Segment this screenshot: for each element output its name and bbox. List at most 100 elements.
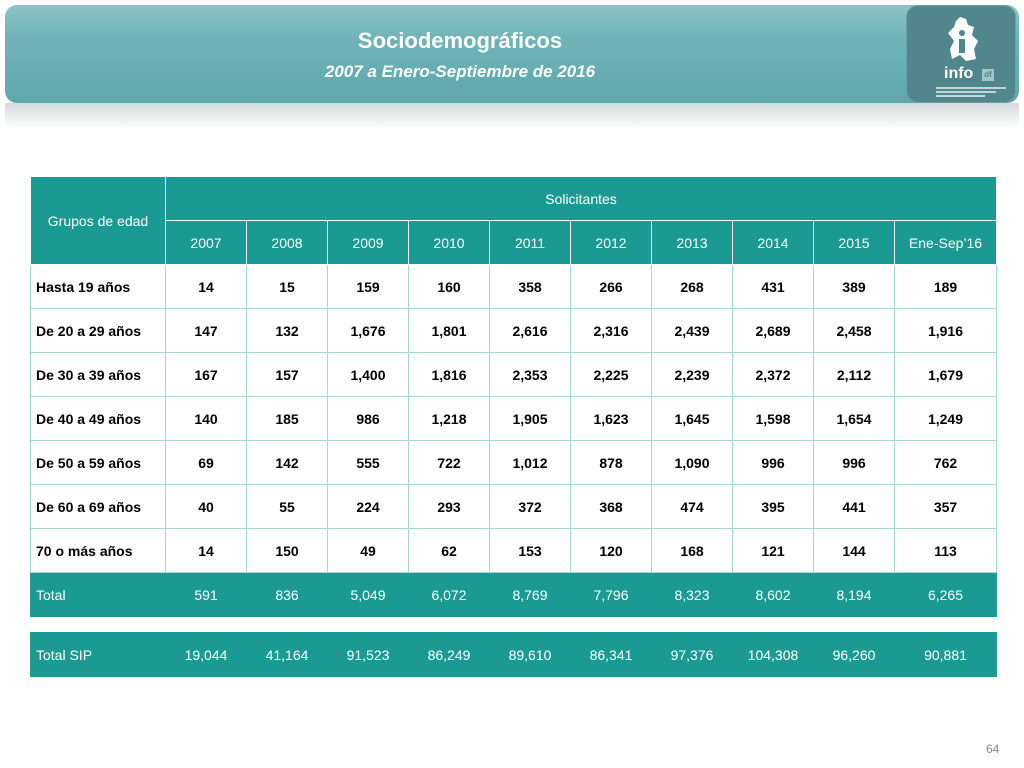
table-row: De 60 a 69 años 40 55 224 293 372 368 474 395 441…: [30, 484, 997, 529]
table-cell: 89,610: [489, 632, 571, 677]
table-row: Hasta 19 años 14 15 159 160 358 266 268 431 389 18…: [30, 264, 997, 309]
table-cell: 104,308: [732, 632, 814, 677]
table-cell: 996: [732, 440, 814, 485]
table-cell: 722: [408, 440, 490, 485]
city-map-icon: [948, 17, 978, 61]
page-title: Sociodemográficos: [357, 28, 563, 53]
table-cell: 1,645: [651, 396, 733, 441]
logo-fine-print: [936, 87, 1006, 99]
table-cell: 357: [894, 484, 997, 529]
table-cell: 441: [813, 484, 895, 529]
page-subtitle: 2007 a Enero-Septiembre de 2016: [324, 62, 596, 81]
table-cell: 1,598: [732, 396, 814, 441]
table-cell: 1,916: [894, 308, 997, 353]
table-cell: 189: [894, 264, 997, 309]
year-header: Ene-Sep’16: [894, 220, 997, 265]
table-cell: 1,654: [813, 396, 895, 441]
year-header: 2010: [408, 220, 490, 265]
header-shadow: [5, 103, 1019, 129]
table-cell: 293: [408, 484, 490, 529]
table-cell: 762: [894, 440, 997, 485]
table-cell: 120: [570, 528, 652, 573]
table-cell: 86,249: [408, 632, 490, 677]
table-cell: 1,012: [489, 440, 571, 485]
total-row: Total 591 836 5,049 6,072 8,769 7,796 8,…: [30, 572, 997, 617]
table-cell: 1,249: [894, 396, 997, 441]
year-header: 2007: [165, 220, 247, 265]
table-cell: 431: [732, 264, 814, 309]
table-cell: 1,218: [408, 396, 490, 441]
table-cell: 142: [246, 440, 328, 485]
table-cell: 2,616: [489, 308, 571, 353]
table-cell: 121: [732, 528, 814, 573]
row-label: De 50 a 59 años: [30, 440, 166, 485]
table-cell: 159: [327, 264, 409, 309]
table-cell: 97,376: [651, 632, 733, 677]
table-cell: 2,372: [732, 352, 814, 397]
table-cell: 358: [489, 264, 571, 309]
table-cell: 368: [570, 484, 652, 529]
table-cell: 1,676: [327, 308, 409, 353]
table-cell: 6,265: [894, 572, 997, 617]
table-cell: 1,801: [408, 308, 490, 353]
table-cell: 167: [165, 352, 247, 397]
table-cell: 2,689: [732, 308, 814, 353]
table-cell: 86,341: [570, 632, 652, 677]
logo-wordmark: info: [944, 65, 974, 82]
total-sip-row: Total SIP 19,044 41,164 91,523 86,249 89…: [30, 632, 997, 677]
year-header-row: 2007 2008 2009 2010 2011 2012 2013 2014 …: [31, 220, 997, 265]
table-cell: 140: [165, 396, 247, 441]
table-cell: 113: [894, 528, 997, 573]
table-cell: 147: [165, 308, 247, 353]
table-cell: 69: [165, 440, 247, 485]
table-cell: 2,439: [651, 308, 733, 353]
table-cell: 7,796: [570, 572, 652, 617]
table-cell: 372: [489, 484, 571, 529]
table-cell: 150: [246, 528, 328, 573]
table-cell: 55: [246, 484, 328, 529]
table-cell: 19,044: [165, 632, 247, 677]
table-row: De 30 a 39 años 167 157 1,400 1,816 2,353 2,22…: [30, 352, 997, 397]
table-cell: 5,049: [327, 572, 409, 617]
table-cell: 1,400: [327, 352, 409, 397]
table-cell: 2,458: [813, 308, 895, 353]
year-header: 2015: [813, 220, 895, 265]
page-number: 64: [986, 742, 1000, 756]
table-cell: 185: [246, 396, 328, 441]
table-cell: 266: [570, 264, 652, 309]
table-cell: 2,225: [570, 352, 652, 397]
table-cell: 14: [165, 528, 247, 573]
row-label: De 60 a 69 años: [30, 484, 166, 529]
table-cell: 40: [165, 484, 247, 529]
table-cell: 996: [813, 440, 895, 485]
table-row: 70 o más años 14 150 49 62 153 120 168 121 144 113: [30, 528, 997, 573]
year-header: 2009: [327, 220, 409, 265]
solicitantes-header: Solicitantes: [165, 176, 997, 221]
table-cell: 395: [732, 484, 814, 529]
table-cell: 1,090: [651, 440, 733, 485]
table-cell: 8,323: [651, 572, 733, 617]
table-cell: 96,260: [813, 632, 895, 677]
row-label: Total: [30, 572, 166, 617]
table-cell: 878: [570, 440, 652, 485]
table-cell: 168: [651, 528, 733, 573]
table-cell: 224: [327, 484, 409, 529]
table-cell: 389: [813, 264, 895, 309]
table-cell: 157: [246, 352, 328, 397]
row-label: De 30 a 39 años: [30, 352, 166, 397]
table-cell: 41,164: [246, 632, 328, 677]
table-cell: 474: [651, 484, 733, 529]
group-header: Grupos de edad: [30, 176, 166, 265]
table-row: De 50 a 59 años 69 142 555 722 1,012 878 1,090 9…: [30, 440, 997, 485]
total-sip-table: Total SIP 19,044 41,164 91,523 86,249 89…: [30, 632, 997, 677]
row-label: Hasta 19 años: [30, 264, 166, 309]
table-cell: 90,881: [894, 632, 997, 677]
year-header: 2012: [570, 220, 652, 265]
table-cell: 160: [408, 264, 490, 309]
table-cell: 2,353: [489, 352, 571, 397]
header-banner: [5, 5, 1019, 103]
table-cell: 591: [165, 572, 247, 617]
table-cell: 986: [327, 396, 409, 441]
year-header: 2014: [732, 220, 814, 265]
table-cell: 8,769: [489, 572, 571, 617]
